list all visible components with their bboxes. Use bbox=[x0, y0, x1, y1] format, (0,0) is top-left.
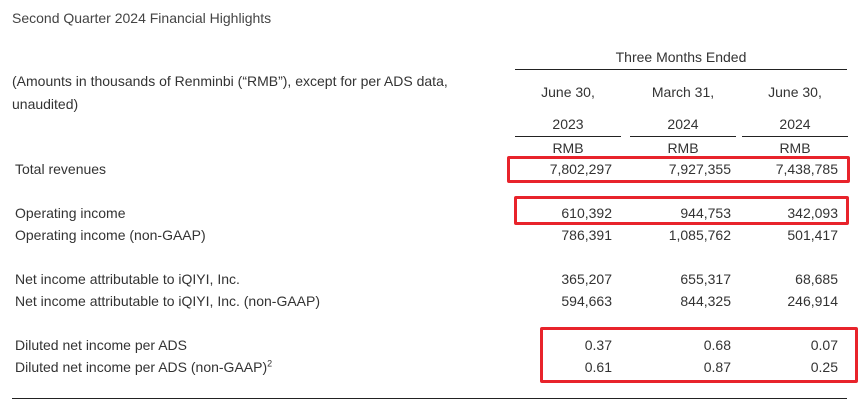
col-2-year: 2024 bbox=[667, 116, 699, 132]
operating-income-col-3: 342,093 bbox=[787, 205, 838, 221]
page-title: Second Quarter 2024 Financial Highlights bbox=[12, 10, 272, 26]
footnote-marker: 2 bbox=[267, 358, 273, 369]
diluted-eps-non-gaap-text: Diluted net income per ADS (non-GAAP) bbox=[15, 359, 268, 375]
row-label-net-income: Net income attributable to iQIYI, Inc. bbox=[15, 271, 240, 287]
row-label-net-income-non-gaap: Net income attributable to iQIYI, Inc. (… bbox=[15, 293, 321, 309]
operating-income-non-gaap-col-2: 1,085,762 bbox=[668, 227, 731, 243]
net-income-non-gaap-col-3: 246,914 bbox=[787, 293, 838, 309]
total-revenues-col-1: 7,802,297 bbox=[549, 161, 612, 177]
col-2-currency: RMB bbox=[667, 140, 699, 156]
col-3-rule bbox=[742, 136, 848, 137]
description-line-2: unaudited) bbox=[12, 96, 79, 112]
total-revenues-col-2: 7,927,355 bbox=[668, 161, 731, 177]
col-1-year: 2023 bbox=[552, 116, 584, 132]
period-header-rule bbox=[515, 69, 847, 70]
row-label-operating-income: Operating income bbox=[15, 205, 126, 221]
diluted-eps-col-1: 0.37 bbox=[584, 337, 612, 353]
col-1-currency: RMB bbox=[552, 140, 584, 156]
net-income-col-3: 68,685 bbox=[795, 271, 838, 287]
row-label-operating-income-non-gaap: Operating income (non-GAAP) bbox=[15, 227, 206, 243]
table-bottom-rule bbox=[12, 398, 847, 399]
row-label-diluted-eps: Diluted net income per ADS bbox=[15, 337, 187, 353]
diluted-eps-col-2: 0.68 bbox=[703, 337, 731, 353]
net-income-col-1: 365,207 bbox=[561, 271, 612, 287]
operating-income-non-gaap-col-1: 786,391 bbox=[561, 227, 612, 243]
total-revenues-col-3: 7,438,785 bbox=[775, 161, 838, 177]
row-label-total-revenues: Total revenues bbox=[15, 161, 107, 177]
net-income-non-gaap-col-1: 594,663 bbox=[561, 293, 612, 309]
net-income-col-2: 655,317 bbox=[680, 271, 731, 287]
col-1-rule bbox=[515, 136, 621, 137]
diluted-eps-non-gaap-col-2: 0.87 bbox=[703, 359, 731, 375]
diluted-eps-non-gaap-col-3: 0.25 bbox=[810, 359, 838, 375]
row-label-diluted-eps-non-gaap: Diluted net income per ADS (non-GAAP)2 bbox=[15, 358, 272, 376]
net-income-non-gaap-col-2: 844,325 bbox=[680, 293, 731, 309]
col-1-date: June 30, bbox=[541, 84, 595, 100]
highlight-box-total-revenues bbox=[507, 156, 850, 183]
col-3-year: 2024 bbox=[779, 116, 811, 132]
highlight-box-operating-income bbox=[514, 196, 849, 225]
diluted-eps-col-3: 0.07 bbox=[810, 337, 838, 353]
col-3-currency: RMB bbox=[779, 140, 811, 156]
col-3-date: June 30, bbox=[768, 84, 822, 100]
col-2-date: March 31, bbox=[651, 84, 715, 100]
period-header: Three Months Ended bbox=[615, 49, 747, 65]
col-2-rule bbox=[630, 136, 736, 137]
operating-income-col-1: 610,392 bbox=[561, 205, 612, 221]
operating-income-non-gaap-col-3: 501,417 bbox=[787, 227, 838, 243]
description-line-1: (Amounts in thousands of Renminbi (“RMB”… bbox=[12, 73, 448, 89]
operating-income-col-2: 944,753 bbox=[680, 205, 731, 221]
amounts-description: (Amounts in thousands of Renminbi (“RMB”… bbox=[12, 70, 448, 116]
diluted-eps-non-gaap-col-1: 0.61 bbox=[584, 359, 612, 375]
highlight-box-diluted-eps bbox=[540, 327, 858, 383]
